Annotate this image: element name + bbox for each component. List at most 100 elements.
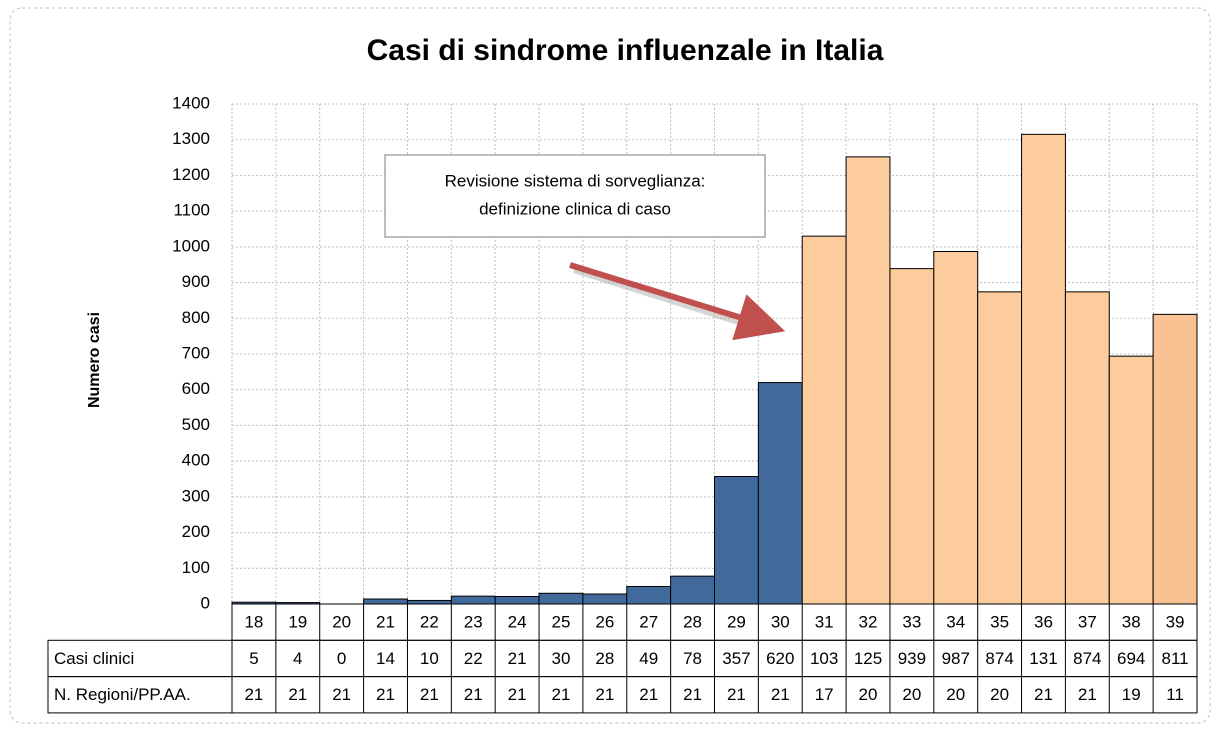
x-tick-label: 18 xyxy=(244,613,263,632)
table-value: 0 xyxy=(337,649,346,668)
y-tick-label: 900 xyxy=(182,272,210,291)
table-value: 874 xyxy=(985,649,1013,668)
table-value: 22 xyxy=(464,649,483,668)
x-tick-label: 30 xyxy=(771,613,790,632)
bar xyxy=(1021,133,1066,605)
table-value: 21 xyxy=(508,685,527,704)
bar xyxy=(1064,291,1110,605)
table-value: 17 xyxy=(815,685,834,704)
table-value: 357 xyxy=(722,649,750,668)
bar xyxy=(363,598,408,605)
table-value: 21 xyxy=(288,685,307,704)
x-tick-label: 25 xyxy=(552,613,571,632)
annotation: definizione clinica di caso xyxy=(479,199,671,218)
table-value: 21 xyxy=(639,685,658,704)
annotation: Revisione sistema di sorveglianza: xyxy=(445,171,706,190)
table-value: 30 xyxy=(552,649,571,668)
y-tick-label: 500 xyxy=(182,415,210,434)
table-value: 21 xyxy=(464,685,483,704)
table-value: 21 xyxy=(420,685,439,704)
bar xyxy=(494,596,540,605)
table-value: 21 xyxy=(244,685,263,704)
x-tick-label: 20 xyxy=(332,613,351,632)
bar xyxy=(714,476,759,605)
arrow-shadow xyxy=(573,267,771,335)
table-value: 103 xyxy=(810,649,838,668)
arrow xyxy=(569,262,786,341)
bar xyxy=(1108,355,1154,605)
frame xyxy=(9,7,1211,724)
table-value: 78 xyxy=(683,649,702,668)
bar xyxy=(757,382,803,605)
table-value: 4 xyxy=(293,649,302,668)
x-tick-label: 37 xyxy=(1078,613,1097,632)
y-tick-label: 1400 xyxy=(172,93,210,112)
table-value: 20 xyxy=(859,685,878,704)
bar xyxy=(801,235,847,605)
table-value: 5 xyxy=(249,649,258,668)
y-axis-label: Numero casi xyxy=(86,312,103,408)
table-value: 11 xyxy=(1166,685,1184,704)
y-tick-label: 0 xyxy=(201,593,210,612)
bar xyxy=(450,595,496,605)
table-value: 694 xyxy=(1117,649,1145,668)
y-tick-label: 800 xyxy=(182,308,210,327)
bar xyxy=(933,251,979,605)
x-tick-label: 23 xyxy=(464,613,483,632)
y-tick-label: 300 xyxy=(182,486,210,505)
chart-title: Casi di sindrome influenzale in Italia xyxy=(367,34,884,67)
y-tick-label: 600 xyxy=(182,379,210,398)
table-value: 21 xyxy=(727,685,746,704)
table-cell xyxy=(47,676,1198,714)
x-tick-label: 26 xyxy=(595,613,614,632)
table-value: 20 xyxy=(946,685,965,704)
bar xyxy=(1152,313,1198,605)
table-value: 19 xyxy=(1122,685,1141,704)
x-tick-label: 36 xyxy=(1034,613,1053,632)
table-value: 14 xyxy=(376,649,395,668)
table-value: 620 xyxy=(766,649,794,668)
bar xyxy=(406,599,452,605)
table-value: 874 xyxy=(1073,649,1101,668)
x-tick-label: 29 xyxy=(727,613,746,632)
y-tick-label: 1100 xyxy=(173,201,210,220)
bar xyxy=(670,575,715,605)
row-label: Casi clinici xyxy=(54,649,134,668)
table-value: 21 xyxy=(683,685,702,704)
table-value: 10 xyxy=(420,649,439,668)
table-value: 21 xyxy=(508,649,527,668)
x-tick-label: 38 xyxy=(1122,613,1141,632)
table-value: 21 xyxy=(332,685,351,704)
annotation-box xyxy=(384,154,766,238)
table-value: 20 xyxy=(990,685,1009,704)
table-value: 21 xyxy=(376,685,395,704)
x-tick-label: 33 xyxy=(902,613,921,632)
row-label: N. Regioni/PP.AA. xyxy=(54,685,191,704)
x-tick-label: 32 xyxy=(859,613,878,632)
y-tick-label: 1000 xyxy=(172,236,210,255)
x-tick-label: 34 xyxy=(946,613,965,632)
y-tick-label: 700 xyxy=(182,343,210,362)
table-value: 21 xyxy=(771,685,790,704)
bar xyxy=(977,291,1023,605)
table-value: 811 xyxy=(1162,649,1189,668)
y-tick-label: 1300 xyxy=(172,129,210,148)
x-tick-label: 28 xyxy=(683,613,702,632)
y-tick-label: 100 xyxy=(182,558,210,577)
bar xyxy=(626,586,672,605)
table-value: 125 xyxy=(854,649,882,668)
table-value: 21 xyxy=(552,685,571,704)
table-value: 939 xyxy=(898,649,926,668)
x-tick-label: 21 xyxy=(376,613,395,632)
table-value: 21 xyxy=(1034,685,1053,704)
bar xyxy=(538,592,584,605)
bar xyxy=(889,268,935,605)
table-value: 21 xyxy=(595,685,614,704)
table-value: 49 xyxy=(639,649,658,668)
x-tick-label: 19 xyxy=(288,613,307,632)
x-tick-label: 27 xyxy=(639,613,658,632)
x-tick-label: 39 xyxy=(1166,613,1185,632)
table-value: 21 xyxy=(1078,685,1097,704)
y-tick-label: 1200 xyxy=(172,165,210,184)
